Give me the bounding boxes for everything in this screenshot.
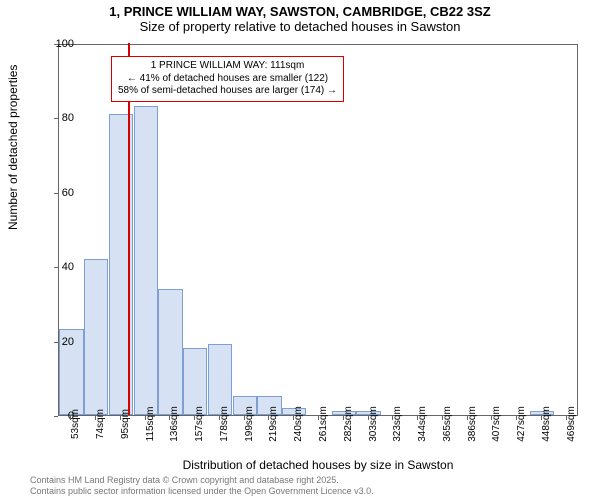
x-tick-label: 282sqm xyxy=(343,406,354,442)
x-tick-label: 386sqm xyxy=(467,406,478,442)
x-tick-label: 407sqm xyxy=(491,406,502,442)
footer: Contains HM Land Registry data © Crown c… xyxy=(30,475,374,496)
x-tick-label: 469sqm xyxy=(566,406,577,442)
chart-container: 1, PRINCE WILLIAM WAY, SAWSTON, CAMBRIDG… xyxy=(0,0,600,500)
x-tick-label: 240sqm xyxy=(293,406,304,442)
x-tick-label: 303sqm xyxy=(368,406,379,442)
x-axis-label: Distribution of detached houses by size … xyxy=(58,458,578,472)
x-tick-label: 323sqm xyxy=(392,406,403,442)
x-tick-label: 365sqm xyxy=(442,406,453,442)
x-tick-label: 261sqm xyxy=(318,406,329,442)
footer-line1: Contains HM Land Registry data © Crown c… xyxy=(30,475,374,485)
x-tick-label: 344sqm xyxy=(417,406,428,442)
x-tick-label: 136sqm xyxy=(169,406,180,442)
x-tick-label: 95sqm xyxy=(120,409,131,439)
x-tick-label: 219sqm xyxy=(268,406,279,442)
x-tick-label: 74sqm xyxy=(95,409,106,439)
x-tick-label: 178sqm xyxy=(219,406,230,442)
x-tick-label: 199sqm xyxy=(244,406,255,442)
footer-line2: Contains public sector information licen… xyxy=(30,486,374,496)
x-tick-label: 427sqm xyxy=(516,406,527,442)
x-tick-label: 53sqm xyxy=(70,409,81,439)
x-tick-label: 448sqm xyxy=(541,406,552,442)
x-ticks: 53sqm74sqm95sqm115sqm136sqm157sqm178sqm1… xyxy=(0,0,600,500)
x-tick-label: 115sqm xyxy=(145,407,156,442)
x-tick-label: 157sqm xyxy=(194,406,205,442)
